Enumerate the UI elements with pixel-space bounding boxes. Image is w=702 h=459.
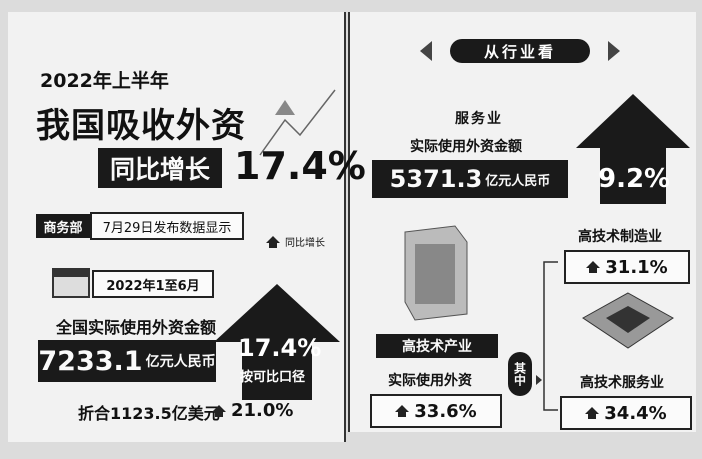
growth-icon — [585, 407, 600, 419]
service-label: 服务业 — [455, 111, 503, 127]
metric-box: 7233.1 亿元人民币 — [38, 340, 216, 382]
legend-label: 同比增长 — [285, 238, 325, 249]
server-image — [404, 225, 468, 321]
service-box: 5371.3 亿元人民币 — [372, 160, 568, 198]
date-range: 2022年1至6月 — [92, 270, 214, 298]
section-decor — [420, 39, 620, 63]
legend: 同比增长 — [266, 234, 325, 249]
source: 商务部 — [36, 214, 90, 238]
among-label: 其中 — [508, 352, 532, 396]
big-arrow — [214, 284, 340, 400]
metric-value: 7233.1 — [38, 345, 143, 377]
usd-growth-value: 21.0% — [231, 400, 294, 421]
manufacturing-box: 31.1% — [564, 250, 690, 284]
hightech-box: 33.6% — [370, 394, 502, 428]
period: 2022年上半年 — [40, 70, 169, 92]
hightech-metric: 实际使用外资 — [388, 373, 472, 389]
growth-icon — [586, 261, 601, 273]
decor-arrows — [259, 89, 336, 156]
services-box: 34.4% — [560, 396, 692, 430]
comparable-value: 17.4% — [238, 334, 322, 362]
service-unit: 亿元人民币 — [485, 173, 551, 189]
section-title: 从行业看 — [483, 42, 556, 61]
metric-label: 全国实际使用外资金额 — [56, 318, 217, 337]
service-value: 5371.3 — [389, 165, 483, 193]
services-label: 高技术服务业 — [580, 375, 664, 391]
growth-label: 同比增长 — [98, 148, 222, 188]
legend-icon — [266, 235, 280, 248]
metric-unit: 亿元人民币 — [145, 354, 216, 370]
chip-image — [582, 292, 674, 349]
usd-amount: 折合1123.5亿美元 — [78, 404, 220, 423]
services-growth: 34.4% — [604, 402, 667, 424]
service-arrow — [576, 94, 690, 204]
bracket — [536, 261, 558, 411]
growth-icon — [395, 405, 410, 417]
calendar-icon — [52, 268, 90, 298]
hightech-growth: 33.6% — [414, 400, 477, 422]
usd-growth: 21.0% — [212, 400, 293, 421]
service-growth: 9.2% — [598, 164, 671, 194]
hightech-label: 高技术产业 — [376, 334, 498, 358]
growth-icon — [212, 404, 226, 417]
growth-value: 17.4% — [234, 144, 366, 188]
manufacturing-label: 高技术制造业 — [578, 229, 662, 245]
manufacturing-growth: 31.1% — [605, 256, 668, 278]
service-metric: 实际使用外资金额 — [410, 139, 522, 155]
release-note: 7月29日发布数据显示 — [90, 212, 244, 240]
headline: 我国吸收外资 — [36, 106, 246, 146]
comparable-label: 按可比口径 — [240, 370, 306, 385]
